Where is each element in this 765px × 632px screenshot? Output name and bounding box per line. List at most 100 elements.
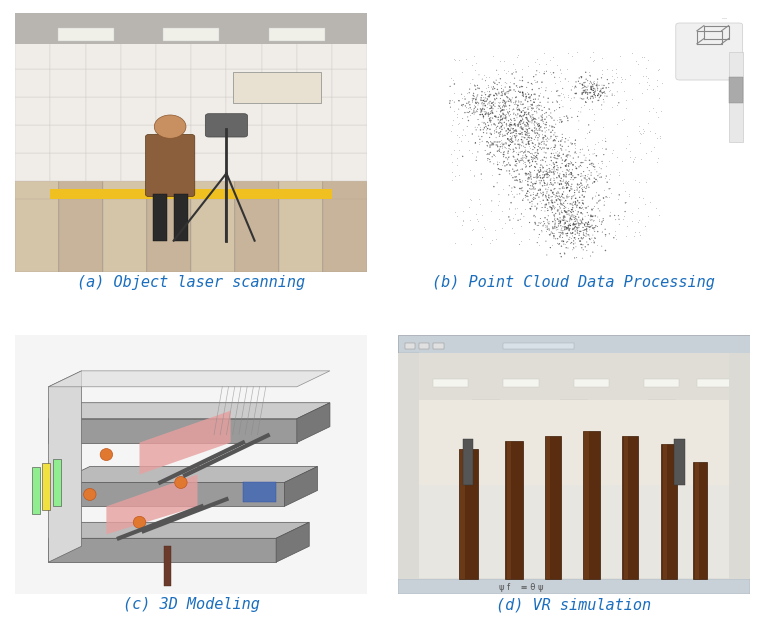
Point xyxy=(519,93,532,103)
Point xyxy=(521,114,533,125)
Point xyxy=(620,231,632,241)
Point xyxy=(521,126,533,136)
Point xyxy=(552,71,565,82)
Point xyxy=(496,131,509,141)
Point xyxy=(500,126,513,136)
Point xyxy=(493,109,506,119)
Point xyxy=(571,224,583,234)
Point xyxy=(596,100,608,110)
Point xyxy=(502,107,514,118)
Bar xyxy=(156,125,191,153)
Point xyxy=(483,92,496,102)
Bar xyxy=(297,153,332,181)
Point xyxy=(488,90,500,100)
Point xyxy=(466,129,478,139)
Point xyxy=(643,106,655,116)
Point xyxy=(529,132,542,142)
Point xyxy=(509,131,521,141)
Bar xyxy=(695,462,698,578)
Point xyxy=(505,114,517,125)
Point xyxy=(549,178,561,188)
Point xyxy=(522,155,534,166)
Point xyxy=(541,161,553,171)
Point xyxy=(525,204,537,214)
Point xyxy=(562,223,575,233)
Bar xyxy=(15,13,367,181)
Point xyxy=(553,117,565,127)
Point xyxy=(568,185,581,195)
Point xyxy=(451,159,463,169)
Bar xyxy=(15,13,50,40)
Point xyxy=(460,54,472,64)
Point xyxy=(551,188,563,198)
Point xyxy=(592,158,604,168)
Point xyxy=(584,87,597,97)
Point xyxy=(593,80,605,90)
Point xyxy=(495,90,507,100)
Point xyxy=(521,114,533,124)
Point xyxy=(542,197,554,207)
Bar xyxy=(103,181,147,199)
Point xyxy=(534,125,546,135)
Point xyxy=(555,252,568,262)
Point xyxy=(541,170,553,180)
Point xyxy=(534,138,546,149)
Point xyxy=(549,173,561,183)
Bar xyxy=(147,181,191,272)
Point xyxy=(526,138,539,148)
Bar xyxy=(147,181,191,199)
Point xyxy=(584,221,597,231)
Point xyxy=(487,99,500,109)
Point xyxy=(513,150,525,160)
Point xyxy=(513,112,526,122)
Point xyxy=(578,172,591,182)
Point xyxy=(523,184,535,194)
Point xyxy=(516,150,529,161)
Point xyxy=(527,142,539,152)
Point xyxy=(536,105,548,115)
Point xyxy=(570,241,582,252)
Point xyxy=(544,195,556,205)
Point xyxy=(554,192,566,202)
Point xyxy=(538,102,550,112)
Point xyxy=(577,82,589,92)
Bar xyxy=(103,181,147,272)
Point xyxy=(457,206,469,216)
Point xyxy=(547,217,559,227)
Point xyxy=(525,167,537,178)
Point xyxy=(537,173,549,183)
Point xyxy=(520,152,532,162)
Point xyxy=(643,80,655,90)
Point xyxy=(636,71,649,81)
Point xyxy=(543,104,555,114)
Point xyxy=(496,118,508,128)
Point xyxy=(540,153,552,163)
Point xyxy=(514,140,526,150)
Point xyxy=(586,91,598,101)
Point xyxy=(488,137,500,147)
Point xyxy=(562,179,575,189)
Bar xyxy=(236,181,279,272)
Point xyxy=(568,222,581,233)
Point xyxy=(569,212,581,222)
Point xyxy=(563,186,575,197)
Point xyxy=(482,121,494,131)
Point xyxy=(588,161,600,171)
Point xyxy=(654,133,666,143)
Point xyxy=(516,137,529,147)
Point xyxy=(517,138,529,148)
Bar xyxy=(693,462,708,578)
Point xyxy=(539,178,551,188)
Point xyxy=(545,174,557,184)
Point xyxy=(552,149,565,159)
Point xyxy=(584,76,597,87)
Point xyxy=(508,146,520,156)
Point xyxy=(449,207,461,217)
Point xyxy=(560,222,572,233)
Point xyxy=(578,87,590,97)
Point xyxy=(569,135,581,145)
Point xyxy=(529,122,542,132)
Point xyxy=(516,186,529,196)
Point xyxy=(565,228,577,238)
Point xyxy=(549,214,561,224)
